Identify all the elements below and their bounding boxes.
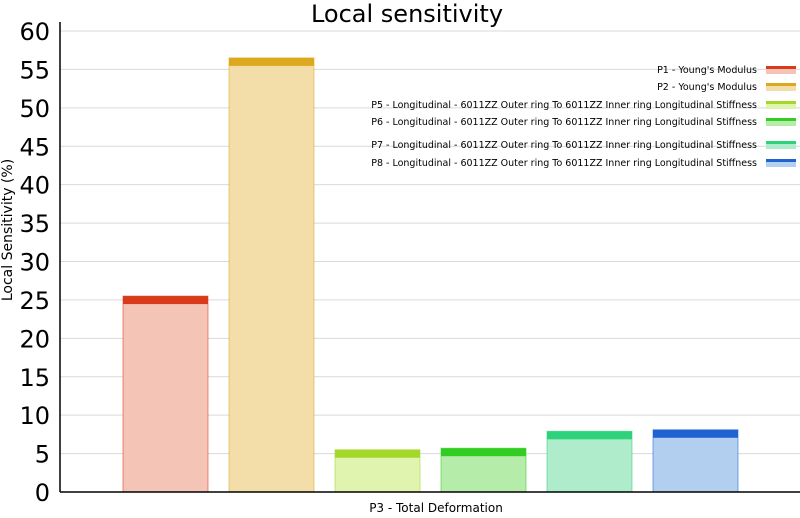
y-tick-label: 50 (19, 95, 50, 123)
y-tick-label: 40 (19, 172, 50, 200)
legend-label: P8 - Longitudinal - 6011ZZ Outer ring To… (371, 158, 757, 169)
y-tick-labels: 0 5 10 15 20 25 30 35 40 45 50 55 60 (19, 18, 50, 507)
legend-swatch-cap (766, 118, 796, 121)
bar-cap (653, 429, 738, 438)
legend-item: P8 - Longitudinal - 6011ZZ Outer ring To… (371, 158, 796, 169)
legend-label: P2 - Young's Modulus (657, 82, 757, 93)
legend-item: P6 - Longitudinal - 6011ZZ Outer ring To… (371, 117, 796, 128)
legend-swatch (766, 83, 796, 91)
y-tick-label: 20 (19, 325, 50, 353)
legend-swatch-cap (766, 159, 796, 162)
y-tick-label: 55 (19, 56, 50, 84)
chart-title: Local sensitivity (311, 0, 503, 28)
y-tick-label: 0 (35, 479, 50, 507)
legend: P1 - Young's Modulus P2 - Young's Modulus… (371, 65, 796, 169)
bar-cap (229, 57, 314, 66)
bars (122, 57, 739, 493)
y-tick-label: 5 (35, 441, 50, 469)
y-tick-label: 10 (19, 402, 50, 430)
legend-swatch (766, 101, 796, 109)
bar-cap (335, 449, 420, 458)
y-tick-label: 60 (19, 18, 50, 46)
legend-label: P1 - Young's Modulus (657, 65, 757, 76)
x-axis-label: P3 - Total Deformation (369, 501, 503, 514)
legend-label: P7 - Longitudinal - 6011ZZ Outer ring To… (371, 140, 757, 151)
bar-cap (123, 296, 208, 305)
bar (122, 295, 209, 493)
bar (652, 429, 739, 493)
bar (546, 430, 633, 493)
y-tick-label: 25 (19, 287, 50, 315)
legend-item: P1 - Young's Modulus (657, 65, 796, 76)
legend-swatch-cap (766, 101, 796, 104)
y-tick-label: 35 (19, 210, 50, 238)
y-tick-label: 45 (19, 133, 50, 161)
legend-label: P6 - Longitudinal - 6011ZZ Outer ring To… (371, 117, 757, 128)
bar (228, 57, 315, 493)
y-tick-label: 30 (19, 249, 50, 277)
axes (59, 22, 800, 493)
legend-swatch-cap (766, 83, 796, 86)
y-axis-label: Local Sensitivity (%) (0, 159, 16, 301)
legend-swatch (766, 66, 796, 74)
legend-label: P5 - Longitudinal - 6011ZZ Outer ring To… (371, 100, 757, 111)
y-tick-label: 15 (19, 364, 50, 392)
bar-cap (441, 448, 526, 457)
legend-swatch (766, 141, 796, 149)
legend-item: P5 - Longitudinal - 6011ZZ Outer ring To… (371, 100, 796, 111)
legend-swatch-cap (766, 66, 796, 69)
legend-swatch (766, 118, 796, 126)
legend-swatch-cap (766, 141, 796, 144)
legend-swatch (766, 159, 796, 167)
legend-item: P2 - Young's Modulus (657, 82, 796, 93)
legend-item: P7 - Longitudinal - 6011ZZ Outer ring To… (371, 140, 796, 151)
bar-cap (547, 431, 632, 440)
